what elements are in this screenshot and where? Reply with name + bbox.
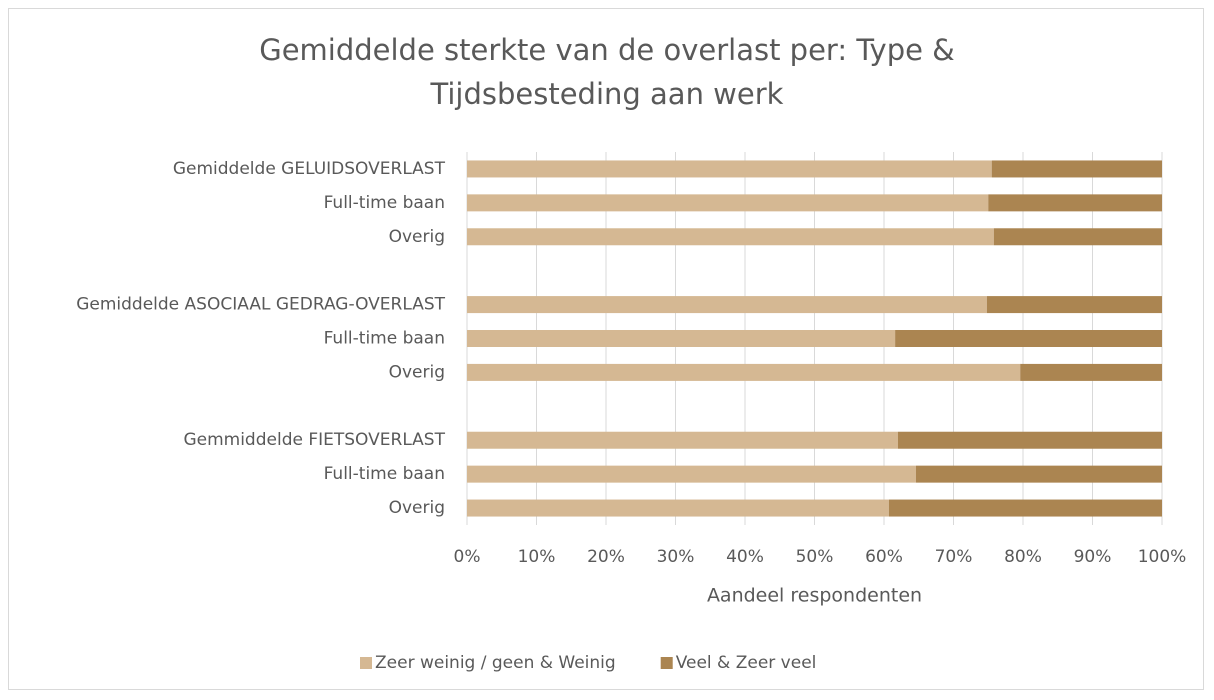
bar-segment bbox=[897, 431, 1162, 449]
bar-segment bbox=[467, 296, 987, 314]
y-tick-label: Overig bbox=[389, 227, 445, 247]
chart-frame bbox=[8, 8, 1204, 690]
x-tick-label: 100% bbox=[1138, 547, 1187, 567]
y-tick-label: Full-time baan bbox=[324, 464, 445, 484]
y-tick-label: Gemiddelde GELUIDSOVERLAST bbox=[173, 159, 446, 179]
bar-segment bbox=[991, 160, 1162, 178]
x-tick-label: 90% bbox=[1074, 547, 1112, 567]
bar-segment bbox=[895, 330, 1162, 347]
legend-label: Zeer weinig / geen & Weinig bbox=[375, 653, 616, 673]
bar-segment bbox=[467, 363, 1021, 381]
bar-segment bbox=[988, 194, 1162, 212]
bar-segment bbox=[888, 499, 1162, 517]
chart-title: Gemiddelde sterkte van de overlast per: … bbox=[259, 33, 955, 111]
bar-segment bbox=[467, 499, 889, 517]
x-tick-label: 0% bbox=[454, 547, 481, 567]
y-tick-label: Gemmiddelde FIETSOVERLAST bbox=[183, 430, 445, 450]
y-tick-label: Full-time baan bbox=[324, 329, 445, 349]
bar-segment bbox=[1020, 363, 1162, 381]
y-tick-label: Overig bbox=[389, 362, 445, 382]
bar-segment bbox=[467, 194, 989, 212]
bar-segment bbox=[986, 296, 1162, 314]
bar-segment bbox=[915, 465, 1162, 483]
legend-swatch bbox=[660, 657, 673, 669]
y-tick-label: Full-time baan bbox=[324, 193, 445, 213]
bar-segment bbox=[467, 431, 898, 449]
x-tick-label: 50% bbox=[796, 547, 834, 567]
x-tick-label: 70% bbox=[935, 547, 973, 567]
x-tick-label: 10% bbox=[518, 547, 556, 567]
bar-segment bbox=[467, 160, 992, 178]
x-tick-label: 40% bbox=[726, 547, 764, 567]
legend-swatch bbox=[360, 657, 372, 669]
bar-segment bbox=[467, 330, 896, 347]
bar-segment bbox=[467, 228, 994, 246]
x-tick-label: 60% bbox=[865, 547, 903, 567]
x-tick-label: 20% bbox=[587, 547, 625, 567]
x-axis-label: Aandeel respondenten bbox=[707, 585, 922, 607]
legend-label: Veel & Zeer veel bbox=[676, 653, 817, 673]
bar-segment bbox=[467, 465, 916, 483]
bar-segment bbox=[993, 228, 1162, 246]
x-tick-label: 30% bbox=[657, 547, 695, 567]
x-tick-label: 80% bbox=[1004, 547, 1042, 567]
y-tick-label: Overig bbox=[389, 498, 445, 518]
y-tick-label: Gemiddelde ASOCIAAL GEDRAG-OVERLAST bbox=[76, 295, 445, 315]
